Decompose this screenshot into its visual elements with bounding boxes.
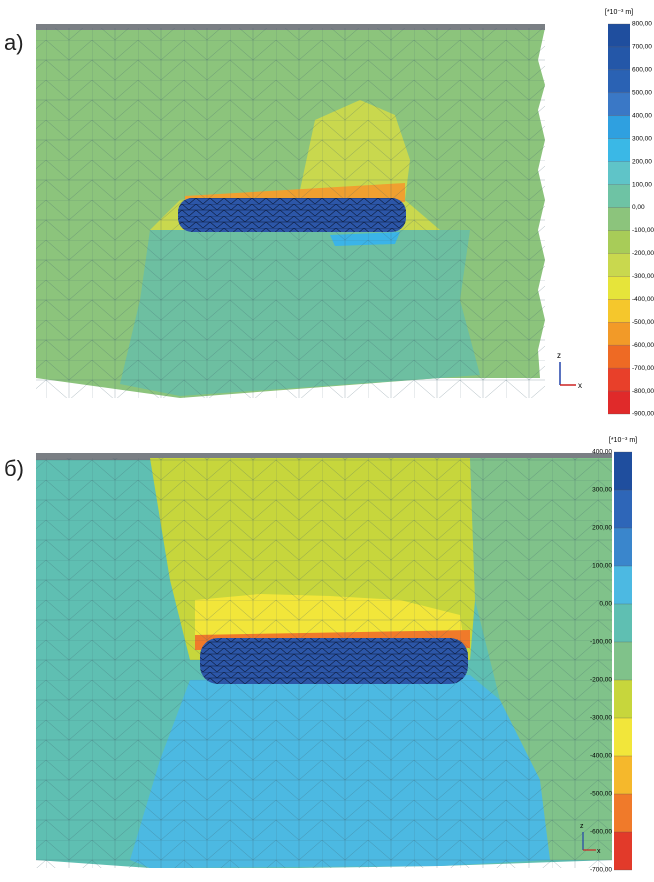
legend-label: -600,00 bbox=[632, 342, 654, 349]
legend-label: -800,00 bbox=[632, 388, 654, 395]
legend-band bbox=[608, 253, 630, 276]
legend-band bbox=[614, 528, 632, 566]
legend-label: -100,00 bbox=[632, 227, 654, 234]
axis-triad: z x bbox=[557, 351, 582, 390]
legend-band bbox=[614, 756, 632, 794]
legend-band bbox=[608, 345, 630, 368]
legend-label: -300,00 bbox=[632, 273, 654, 280]
panel-a: а) z x [*10⁻³ m] 800,00 700,00 600,00 500,00… bbox=[4, 9, 654, 418]
legend-unit: [*10⁻³ m] bbox=[609, 437, 637, 444]
legend-band bbox=[608, 93, 630, 116]
legend-band bbox=[608, 368, 630, 391]
legend-label: -200,00 bbox=[632, 250, 654, 257]
legend-band bbox=[608, 139, 630, 162]
legend-band bbox=[608, 276, 630, 299]
legend-label: 100,00 bbox=[592, 563, 612, 570]
legend-label: -100,00 bbox=[590, 639, 612, 646]
legend-label: -400,00 bbox=[632, 296, 654, 303]
legend-band bbox=[608, 185, 630, 208]
pile-mesh bbox=[178, 198, 406, 232]
legend-label: 500,00 bbox=[632, 90, 652, 97]
legend-band bbox=[614, 794, 632, 832]
legend-label: 100,00 bbox=[632, 181, 652, 188]
legend-band bbox=[608, 47, 630, 70]
legend-band bbox=[608, 208, 630, 231]
legend-label: 800,00 bbox=[632, 21, 652, 28]
legend-label: -300,00 bbox=[590, 715, 612, 722]
legend-label: -200,00 bbox=[590, 677, 612, 684]
legend-band bbox=[614, 490, 632, 528]
legend-band bbox=[614, 566, 632, 604]
legend: [*10⁻³ m] 800,00 700,00 600,00 500,00 400,00 3… bbox=[605, 9, 654, 418]
legend-band bbox=[608, 70, 630, 93]
legend-label: 300,00 bbox=[632, 135, 652, 142]
figure: а) z x [*10⁻³ m] 800,00 700,00 600,00 500,00… bbox=[0, 0, 654, 877]
axis-label: x bbox=[597, 848, 601, 855]
legend-label: 400,00 bbox=[632, 112, 652, 119]
legend-band bbox=[608, 322, 630, 345]
legend-label: 0,00 bbox=[632, 204, 645, 211]
axis-label: z bbox=[557, 351, 561, 360]
legend-label: -500,00 bbox=[632, 319, 654, 326]
legend-label: -700,00 bbox=[590, 867, 612, 874]
legend-band bbox=[608, 24, 630, 47]
legend-band bbox=[608, 299, 630, 322]
legend-label: -900,00 bbox=[632, 411, 654, 418]
legend-band bbox=[614, 680, 632, 718]
page: а) z x [*10⁻³ m] 800,00 700,00 600,00 500,00… bbox=[0, 0, 654, 882]
legend-unit: [*10⁻³ m] bbox=[605, 9, 633, 16]
pile-mesh bbox=[200, 638, 468, 684]
legend-band bbox=[614, 452, 632, 490]
axis-label: z bbox=[580, 823, 584, 830]
legend-label: -700,00 bbox=[632, 365, 654, 372]
legend-label: 0,00 bbox=[599, 601, 612, 608]
legend-band bbox=[614, 604, 632, 642]
legend-band bbox=[614, 642, 632, 680]
legend-band bbox=[608, 230, 630, 253]
legend-label: 300,00 bbox=[592, 487, 612, 494]
legend-label: 700,00 bbox=[632, 44, 652, 51]
legend-band bbox=[608, 162, 630, 185]
legend-label: -600,00 bbox=[590, 829, 612, 836]
legend-band bbox=[614, 832, 632, 870]
legend-label: -400,00 bbox=[590, 753, 612, 760]
legend-band bbox=[614, 718, 632, 756]
legend-band bbox=[608, 391, 630, 414]
legend-label: 600,00 bbox=[632, 67, 652, 74]
axis-label: x bbox=[578, 381, 582, 390]
panel-label: а) bbox=[4, 30, 24, 55]
legend-label: 400,00 bbox=[592, 449, 612, 456]
panel-label: б) bbox=[4, 456, 24, 481]
legend-label: -500,00 bbox=[590, 791, 612, 798]
legend-label: 200,00 bbox=[592, 525, 612, 532]
legend-band bbox=[608, 116, 630, 139]
legend-label: 200,00 bbox=[632, 158, 652, 165]
panel-b: б) z x [*10⁻³ m] 400,00 300,00 200,00 100,00… bbox=[4, 437, 637, 874]
